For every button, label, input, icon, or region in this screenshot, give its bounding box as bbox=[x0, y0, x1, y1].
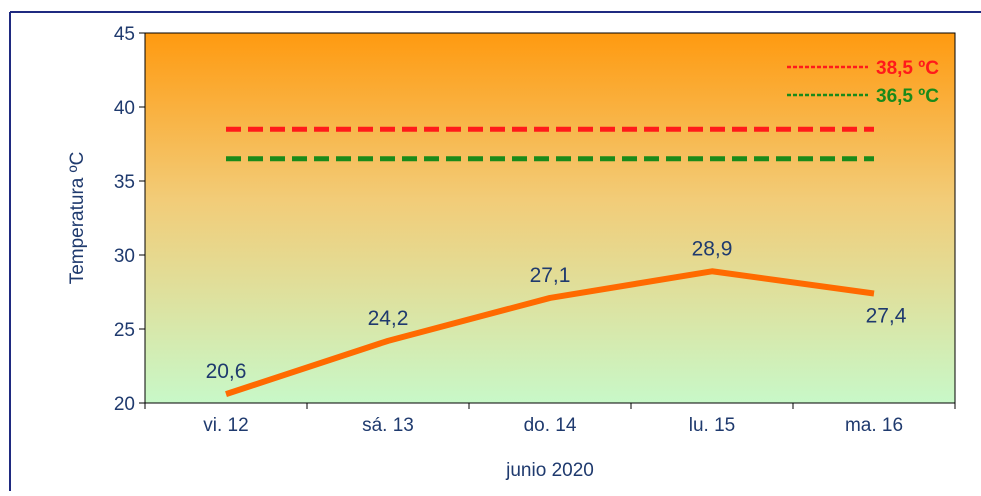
legend-label: 36,5 ºC bbox=[876, 86, 939, 107]
y-tick-label: 30 bbox=[114, 246, 135, 267]
y-tick-label: 20 bbox=[114, 394, 135, 415]
legend-label: 38,5 ºC bbox=[876, 58, 939, 79]
x-tick-label: sá. 13 bbox=[362, 415, 414, 436]
x-tick-label: ma. 16 bbox=[845, 415, 903, 436]
data-label: 27,1 bbox=[530, 264, 571, 287]
plot-area bbox=[144, 32, 956, 404]
x-tick-label: vi. 12 bbox=[203, 415, 248, 436]
y-tick-label: 25 bbox=[114, 320, 135, 341]
data-label: 24,2 bbox=[368, 307, 409, 330]
data-label: 28,9 bbox=[692, 237, 733, 260]
x-tick-label: lu. 15 bbox=[689, 415, 735, 436]
y-tick-label: 35 bbox=[114, 172, 135, 193]
series-line bbox=[225, 268, 875, 397]
y-tick-label: 40 bbox=[114, 98, 135, 119]
x-tick-label: do. 14 bbox=[524, 415, 577, 436]
data-label: 20,6 bbox=[206, 360, 247, 383]
y-tick-label: 45 bbox=[114, 24, 135, 45]
data-label: 27,4 bbox=[866, 304, 907, 327]
y-axis-title: Temperatura ºC bbox=[67, 152, 88, 285]
x-axis-title: junio 2020 bbox=[505, 460, 594, 481]
